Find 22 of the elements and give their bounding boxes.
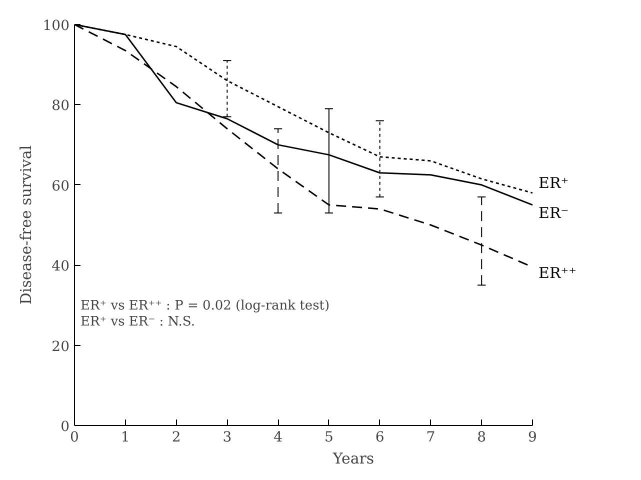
x-tick-label: 8 — [477, 430, 486, 446]
series-label: ER⁺ — [538, 174, 569, 192]
x-tick-label: 6 — [375, 430, 384, 446]
x-tick-label: 2 — [172, 430, 181, 446]
x-tick-label: 9 — [528, 430, 537, 446]
y-axis-title: Disease-free survival — [16, 145, 35, 305]
x-tick-label: 4 — [274, 430, 283, 446]
y-tick-label: 20 — [52, 338, 70, 355]
x-tick-label: 5 — [324, 430, 334, 446]
x-tick-label: 7 — [426, 430, 436, 446]
y-tick-label: 60 — [52, 178, 70, 194]
annotation: ER⁺ vs ER⁺⁺ : P = 0.02 (log-rank test) — [80, 298, 330, 314]
x-axis-title: Years — [332, 450, 374, 468]
y-tick-label: 100 — [42, 18, 70, 34]
y-tick-label: 80 — [52, 98, 70, 114]
y-tick-label: 0 — [60, 419, 70, 435]
x-tick-label: 1 — [120, 430, 130, 446]
series-label: ER⁺⁺ — [538, 264, 577, 282]
x-tick-label: 3 — [222, 430, 232, 446]
series-label: ER⁻ — [538, 204, 569, 222]
y-tick-label: 40 — [52, 258, 70, 275]
annotation: ER⁺ vs ER⁻ : N.S. — [80, 314, 195, 330]
